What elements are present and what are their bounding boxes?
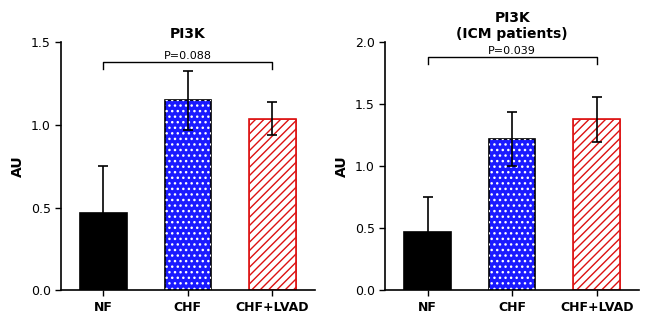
Bar	[489, 139, 536, 291]
Bar	[489, 139, 536, 291]
Bar	[404, 232, 451, 291]
Title: PI3K: PI3K	[170, 27, 205, 41]
Bar	[249, 119, 296, 291]
Bar	[573, 119, 620, 291]
Bar	[249, 119, 296, 291]
Text: P=0.088: P=0.088	[164, 51, 212, 61]
Bar	[573, 119, 620, 291]
Y-axis label: AU: AU	[11, 156, 25, 177]
Title: PI3K
(ICM patients): PI3K (ICM patients)	[456, 11, 568, 41]
Y-axis label: AU: AU	[335, 156, 350, 177]
Text: P=0.039: P=0.039	[488, 46, 536, 56]
Bar	[80, 213, 127, 291]
Bar	[164, 100, 211, 291]
Bar	[164, 100, 211, 291]
